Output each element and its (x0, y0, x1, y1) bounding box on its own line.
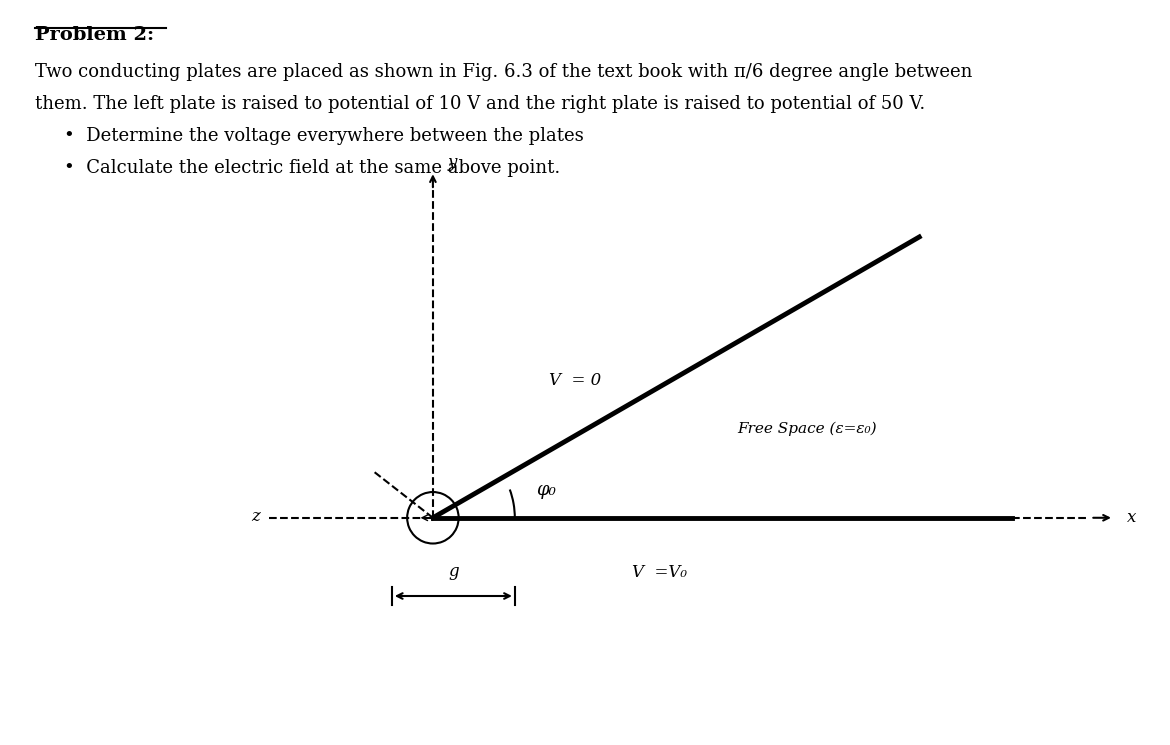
Text: Problem 2:: Problem 2: (35, 26, 154, 44)
Text: V  =V₀: V =V₀ (632, 564, 687, 581)
Text: z: z (252, 508, 260, 524)
Text: Free Space (ε=ε₀): Free Space (ε=ε₀) (737, 421, 876, 436)
Text: x: x (1127, 510, 1136, 526)
Text: g: g (448, 562, 459, 580)
Text: •  Determine the voltage everywhere between the plates: • Determine the voltage everywhere betwe… (64, 127, 584, 145)
Text: them. The left plate is raised to potential of 10 V and the right plate is raise: them. The left plate is raised to potent… (35, 95, 925, 112)
Text: y: y (448, 154, 457, 171)
Text: V  = 0: V = 0 (550, 372, 601, 389)
Text: Two conducting plates are placed as shown in Fig. 6.3 of the text book with π/6 : Two conducting plates are placed as show… (35, 63, 972, 81)
Text: •  Calculate the electric field at the same above point.: • Calculate the electric field at the sa… (64, 159, 560, 177)
Text: φ₀: φ₀ (536, 481, 556, 499)
